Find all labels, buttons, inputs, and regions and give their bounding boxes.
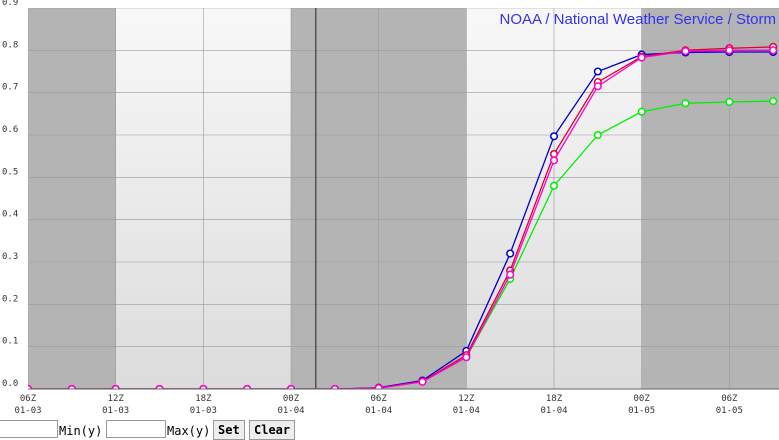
y-tick-label: 0.1 bbox=[2, 337, 18, 347]
point bbox=[769, 97, 778, 106]
point bbox=[725, 97, 734, 107]
point bbox=[506, 270, 515, 279]
x-tick-date: 01-04 bbox=[277, 406, 304, 416]
point bbox=[111, 384, 120, 389]
x-tick-label: 06Z bbox=[371, 394, 388, 404]
point bbox=[549, 181, 559, 190]
point bbox=[549, 132, 559, 141]
point bbox=[725, 46, 734, 55]
min-input[interactable] bbox=[0, 420, 58, 438]
y-tick-label: 0.0 bbox=[2, 379, 18, 389]
y-tick-label: 0.3 bbox=[2, 252, 18, 262]
y-tick-label: 0.2 bbox=[2, 294, 18, 304]
x-tick-date: 01-03 bbox=[190, 406, 217, 416]
point bbox=[549, 156, 559, 165]
x-tick-label: 06Z bbox=[721, 394, 738, 404]
x-tick-label: 00Z bbox=[634, 394, 651, 404]
max-input[interactable] bbox=[106, 420, 166, 438]
point bbox=[330, 384, 339, 389]
x-tick-date: 01-05 bbox=[716, 406, 743, 416]
point bbox=[769, 46, 778, 55]
night-band bbox=[641, 8, 779, 389]
chart-title: NOAA / National Weather Service / Storm bbox=[500, 11, 777, 28]
point bbox=[286, 384, 296, 389]
x-tick-date: 01-05 bbox=[628, 406, 655, 416]
x-tick-date: 01-04 bbox=[540, 406, 567, 416]
max-label: Max(y) bbox=[167, 424, 211, 438]
point bbox=[418, 377, 427, 386]
x-tick-label: 18Z bbox=[546, 394, 563, 404]
chart: 0.0 0.1 0.2 0.3 0.4 0.5 0.6 0.7 0.8 0.9 06Z 01-03 12… bbox=[2, 0, 779, 416]
point bbox=[593, 130, 602, 140]
point bbox=[637, 53, 646, 62]
y-tick-label: 0.7 bbox=[2, 83, 18, 93]
point bbox=[637, 107, 646, 116]
point bbox=[374, 384, 383, 389]
point bbox=[681, 99, 690, 108]
point bbox=[28, 384, 33, 389]
x-tick-date: 01-03 bbox=[14, 406, 41, 416]
min-label: Min(y) bbox=[59, 424, 103, 438]
x-tick-date: 01-04 bbox=[453, 406, 480, 416]
x-tick-label: 06Z bbox=[20, 394, 37, 404]
point bbox=[506, 249, 515, 258]
y-tick-label: 0.9 bbox=[2, 0, 18, 8]
night-band bbox=[28, 8, 116, 389]
x-tick-date: 01-03 bbox=[102, 406, 129, 416]
point bbox=[199, 384, 208, 389]
point bbox=[593, 82, 602, 91]
y-tick-label: 0.8 bbox=[2, 40, 18, 50]
y-tick-label: 0.6 bbox=[2, 125, 18, 135]
point bbox=[67, 384, 76, 389]
point bbox=[681, 47, 690, 56]
clear-button[interactable]: Clear bbox=[249, 420, 296, 440]
x-tick-label: 00Z bbox=[283, 394, 300, 404]
y-tick-label: 0.4 bbox=[2, 210, 18, 220]
y-tick-label: 0.5 bbox=[2, 167, 18, 177]
point bbox=[155, 384, 164, 389]
set-button[interactable]: Set bbox=[213, 420, 245, 440]
x-tick-date: 01-04 bbox=[365, 406, 392, 416]
point bbox=[243, 384, 252, 389]
x-tick-label: 12Z bbox=[108, 394, 125, 404]
point bbox=[462, 353, 471, 362]
series-line bbox=[28, 49, 774, 389]
point bbox=[593, 67, 602, 76]
x-tick-label: 12Z bbox=[458, 394, 475, 404]
x-tick-label: 18Z bbox=[195, 394, 212, 404]
